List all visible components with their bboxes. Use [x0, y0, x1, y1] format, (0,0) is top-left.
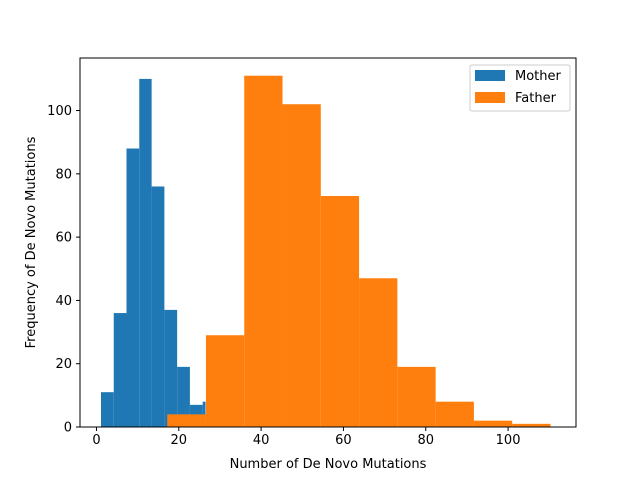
mother-bar	[177, 366, 190, 427]
mother-bar	[164, 309, 178, 427]
father-bar	[205, 335, 245, 427]
y-axis-label: Frequency of De Novo Mutations	[24, 136, 39, 348]
x-tick-label: 100	[496, 433, 521, 448]
x-tick-label: 40	[253, 433, 270, 448]
y-tick-label: 60	[55, 231, 72, 246]
y-tick-label: 100	[47, 104, 72, 119]
legend-swatch-father	[475, 92, 505, 103]
mother-bar	[113, 313, 127, 427]
y-tick-label: 40	[55, 294, 72, 309]
father-bar	[397, 366, 436, 427]
y-tick-label: 0	[64, 421, 72, 436]
father-bar	[167, 414, 206, 427]
axes-frame	[79, 57, 577, 428]
x-axis-label: Number of De Novo Mutations	[230, 457, 427, 472]
father-bar	[282, 104, 321, 428]
mother-bar	[151, 186, 165, 427]
x-tick-label: 0	[92, 433, 100, 448]
y-tick-label: 80	[55, 167, 72, 182]
father-bar	[512, 423, 551, 427]
legend-label-father: Father	[515, 91, 557, 106]
y-tick-label: 20	[55, 357, 72, 372]
father-bar	[320, 195, 360, 427]
x-tick-label: 60	[335, 433, 352, 448]
mother-bar	[139, 78, 152, 428]
x-tick-label: 20	[171, 433, 188, 448]
mother-bar	[100, 392, 114, 427]
father-bar	[244, 75, 283, 427]
y-axis-ticks: 0 20 40 60 80 100	[47, 104, 80, 436]
bars-layer	[100, 75, 551, 428]
x-tick-label: 80	[417, 433, 434, 448]
father-bar	[473, 420, 513, 427]
mother-bar	[126, 148, 140, 427]
father-bar	[359, 278, 398, 427]
legend-swatch-mother	[475, 70, 505, 81]
legend: Mother Father	[469, 64, 571, 112]
legend-label-mother: Mother	[515, 69, 562, 84]
x-axis-ticks: 0 20 40 60 80 100	[92, 427, 520, 448]
father-bar	[435, 401, 474, 427]
